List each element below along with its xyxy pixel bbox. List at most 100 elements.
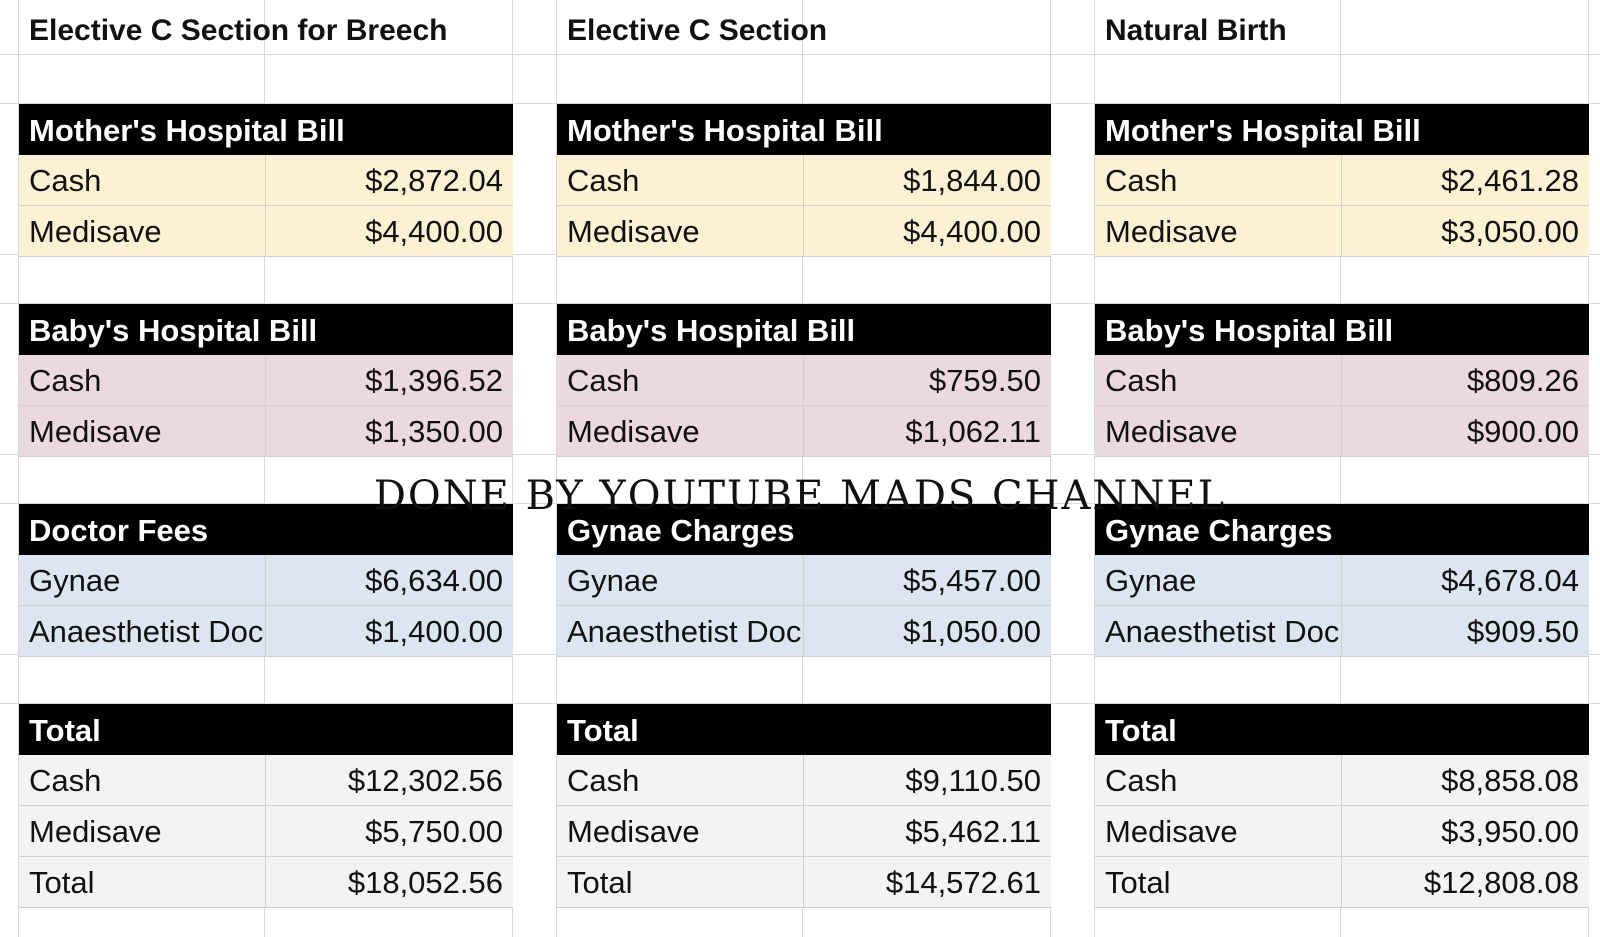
table-row: Medisave $900.00: [1095, 406, 1589, 457]
row-value[interactable]: $9,110.50: [905, 763, 1041, 798]
row-value[interactable]: $1,396.52: [365, 363, 503, 398]
row-label[interactable]: Medisave: [567, 814, 700, 849]
row-value[interactable]: $3,050.00: [1441, 214, 1579, 249]
section-header[interactable]: Baby's Hospital Bill: [557, 304, 1051, 355]
row-label[interactable]: Gynae: [29, 563, 121, 598]
row-label[interactable]: Medisave: [29, 414, 162, 449]
row-value[interactable]: $909.50: [1466, 614, 1579, 649]
row-label[interactable]: Cash: [567, 363, 640, 398]
row-label[interactable]: Total: [1105, 865, 1171, 900]
row-value[interactable]: $12,302.56: [347, 763, 503, 798]
section-header[interactable]: Total: [19, 704, 513, 755]
row-value[interactable]: $18,052.56: [347, 865, 503, 900]
babys-bill-section: Baby's Hospital Bill Cash $759.50 Medisav…: [557, 304, 1051, 457]
section-header[interactable]: Total: [1095, 704, 1589, 755]
section-header[interactable]: Doctor Fees: [19, 504, 513, 555]
column-title[interactable]: Elective C Section: [567, 14, 828, 47]
table-row: Anaesthetist Doc $1,400.00: [19, 606, 513, 657]
table-row: Cash $12,302.56: [19, 755, 513, 806]
row-value[interactable]: $12,808.08: [1423, 865, 1579, 900]
row-value[interactable]: $759.50: [928, 363, 1041, 398]
row-label[interactable]: Cash: [1105, 163, 1178, 198]
table-row: Total $12,808.08: [1095, 857, 1589, 908]
table-row: Medisave $5,462.11: [557, 806, 1051, 857]
table-row: Cash $2,461.28: [1095, 155, 1589, 206]
row-value[interactable]: $14,572.61: [885, 865, 1041, 900]
table-row: Gynae $5,457.00: [557, 555, 1051, 606]
table-row: Total $14,572.61: [557, 857, 1051, 908]
table-row: Medisave $3,050.00: [1095, 206, 1589, 257]
column-title[interactable]: Natural Birth: [1105, 14, 1287, 47]
row-value[interactable]: $1,400.00: [365, 614, 503, 649]
row-value[interactable]: $4,400.00: [365, 214, 503, 249]
mothers-bill-section: Mother's Hospital Bill Cash $2,872.04 Med…: [19, 104, 513, 257]
table-row: Gynae $6,634.00: [19, 555, 513, 606]
row-label[interactable]: Medisave: [1105, 814, 1238, 849]
row-label[interactable]: Medisave: [1105, 414, 1238, 449]
row-label[interactable]: Gynae: [1105, 563, 1197, 598]
row-label[interactable]: Cash: [29, 163, 102, 198]
table-row: Cash $759.50: [557, 355, 1051, 406]
row-label[interactable]: Medisave: [567, 214, 700, 249]
doctor-fees-section: Doctor Fees Gynae $6,634.00 Anaesthetist …: [19, 504, 513, 657]
row-label[interactable]: Total: [567, 865, 633, 900]
watermark-text: DONE BY YOUTUBE MADS CHANNEL: [373, 473, 1227, 519]
section-header[interactable]: Gynae Charges: [1095, 504, 1589, 555]
table-row: Medisave $3,950.00: [1095, 806, 1589, 857]
row-value[interactable]: $5,462.11: [905, 814, 1041, 849]
table-row: Cash $809.26: [1095, 355, 1589, 406]
column-natural-birth: Natural Birth Mother's Hospital Bill Cas…: [1095, 0, 1589, 937]
section-header[interactable]: Mother's Hospital Bill: [557, 104, 1051, 155]
table-row: Medisave $1,062.11: [557, 406, 1051, 457]
row-value[interactable]: $2,461.28: [1441, 163, 1579, 198]
mothers-bill-section: Mother's Hospital Bill Cash $2,461.28 Med…: [1095, 104, 1589, 257]
table-row: Cash $8,858.08: [1095, 755, 1589, 806]
section-header[interactable]: Baby's Hospital Bill: [1095, 304, 1589, 355]
row-value[interactable]: $900.00: [1466, 414, 1579, 449]
gynae-charges-section: Gynae Charges Gynae $4,678.04 Anaesthetis…: [1095, 504, 1589, 657]
row-value[interactable]: $8,858.08: [1441, 763, 1579, 798]
section-header[interactable]: Gynae Charges: [557, 504, 1051, 555]
section-header[interactable]: Total: [557, 704, 1051, 755]
row-value[interactable]: $4,400.00: [903, 214, 1041, 249]
row-value[interactable]: $5,750.00: [365, 814, 503, 849]
row-label[interactable]: Gynae: [567, 563, 659, 598]
row-label[interactable]: Cash: [29, 763, 102, 798]
babys-bill-section: Baby's Hospital Bill Cash $809.26 Medisav…: [1095, 304, 1589, 457]
row-label[interactable]: Medisave: [567, 414, 700, 449]
section-header[interactable]: Mother's Hospital Bill: [19, 104, 513, 155]
row-label[interactable]: Cash: [1105, 363, 1178, 398]
table-row: Cash $2,872.04: [19, 155, 513, 206]
row-label[interactable]: Medisave: [1105, 214, 1238, 249]
table-row: Medisave $4,400.00: [557, 206, 1051, 257]
table-row: Medisave $4,400.00: [19, 206, 513, 257]
row-value[interactable]: $1,062.11: [905, 414, 1041, 449]
row-value[interactable]: $6,634.00: [365, 563, 503, 598]
row-label[interactable]: Cash: [567, 763, 640, 798]
column-elective-c-section: Elective C Section Mother's Hospital Bil…: [557, 0, 1051, 937]
total-section: Total Cash $12,302.56 Medisave $5,750.00 T…: [19, 704, 513, 908]
row-label[interactable]: Medisave: [29, 214, 162, 249]
row-value[interactable]: $809.26: [1466, 363, 1579, 398]
row-label[interactable]: Total: [29, 865, 95, 900]
row-label[interactable]: Anaesthetist Doc: [1105, 614, 1340, 649]
column-elective-c-breech: Elective C Section for Breech Mother's H…: [19, 0, 513, 937]
total-section: Total Cash $9,110.50 Medisave $5,462.11 To…: [557, 704, 1051, 908]
row-value[interactable]: $1,050.00: [903, 614, 1041, 649]
row-label[interactable]: Cash: [29, 363, 102, 398]
row-label[interactable]: Cash: [567, 163, 640, 198]
row-value[interactable]: $2,872.04: [365, 163, 503, 198]
row-label[interactable]: Cash: [1105, 763, 1178, 798]
row-value[interactable]: $1,350.00: [365, 414, 503, 449]
section-header[interactable]: Baby's Hospital Bill: [19, 304, 513, 355]
row-value[interactable]: $5,457.00: [903, 563, 1041, 598]
section-header[interactable]: Mother's Hospital Bill: [1095, 104, 1589, 155]
column-title[interactable]: Elective C Section for Breech: [29, 14, 448, 47]
row-label[interactable]: Anaesthetist Doc: [567, 614, 802, 649]
row-value[interactable]: $4,678.04: [1441, 563, 1579, 598]
table-row: Gynae $4,678.04: [1095, 555, 1589, 606]
row-value[interactable]: $3,950.00: [1441, 814, 1579, 849]
row-value[interactable]: $1,844.00: [903, 163, 1041, 198]
row-label[interactable]: Medisave: [29, 814, 162, 849]
row-label[interactable]: Anaesthetist Doc: [29, 614, 264, 649]
